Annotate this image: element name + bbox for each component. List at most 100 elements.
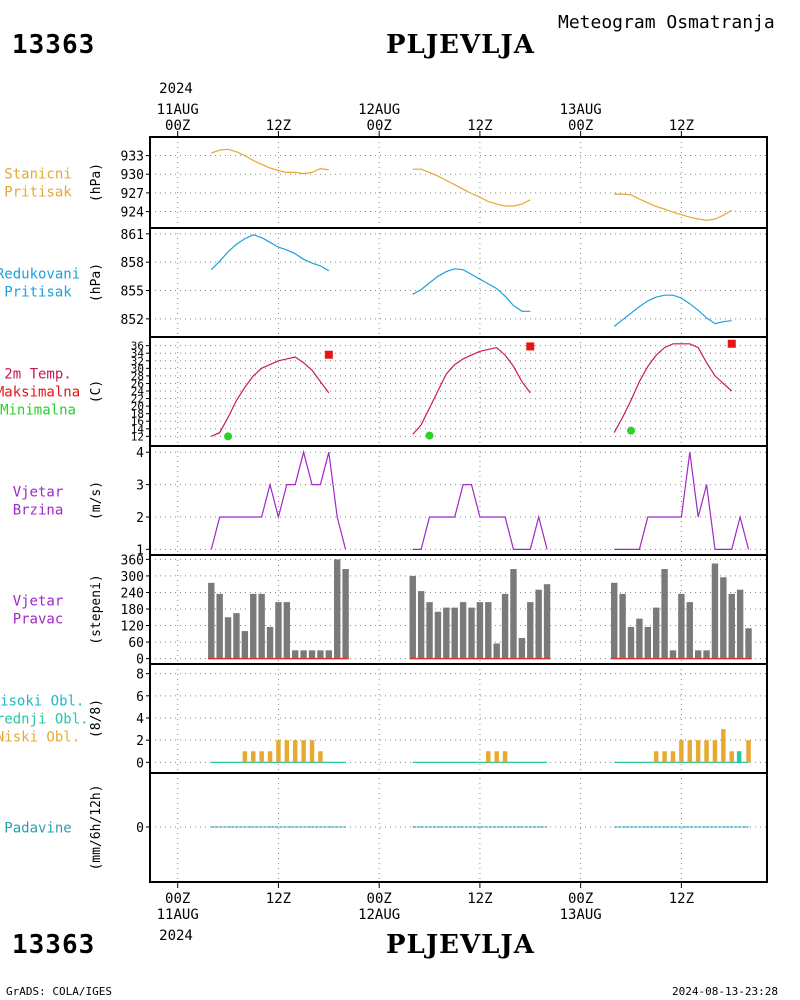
wind-direction-label: Pravac [13, 612, 64, 628]
time-label-top: 00Z [568, 118, 593, 134]
precipitation-label: Padavine [4, 821, 71, 837]
wind-speed-label: Brzina [13, 503, 64, 519]
tmax-marker [727, 339, 736, 348]
station-pressure-ytick-label: 933 [121, 150, 144, 165]
time-label-top: 12AUG [358, 102, 400, 118]
wind-direction-bar [703, 650, 710, 659]
time-label-bottom: 00Z [165, 891, 190, 907]
time-label-bottom: 11AUG [157, 907, 199, 923]
wind-direction-bar [443, 607, 450, 659]
wind-direction-bar [493, 643, 500, 659]
wind-speed-series-line [614, 452, 750, 551]
wind-direction-bar [720, 577, 727, 659]
temperature-ytick-label: 36 [131, 340, 144, 353]
wind-direction-bar [300, 650, 307, 659]
wind-direction-bar [669, 650, 677, 659]
reduced-pressure-series-line [613, 294, 732, 327]
wind-direction-bar [451, 607, 458, 659]
panel-frame [149, 772, 768, 883]
cloud-cover-ytick-label: 6 [136, 690, 144, 705]
low-cloud-bar [494, 751, 499, 763]
station-id-bottom: 13363 [12, 930, 96, 960]
panel-frame [149, 136, 768, 229]
wind-direction-bar [275, 602, 282, 659]
time-label-bottom: 12Z [266, 891, 291, 907]
wind-direction-bar [258, 593, 265, 659]
temperature-ylabel: (C) [89, 380, 104, 403]
temperature-ytick-label: 28 [131, 370, 144, 383]
wind-direction-ytick-label: 0 [136, 653, 144, 668]
time-label-bottom: 12Z [467, 891, 492, 907]
wind-direction-bar [501, 593, 509, 659]
temperature-ytick-label: 16 [131, 415, 144, 428]
reduced-pressure-panel [146, 228, 767, 337]
cloud-cover-ylabel: (8/8) [89, 699, 104, 738]
wind-direction-label: Vjetar [13, 594, 64, 610]
station-pressure-ytick-label: 924 [121, 206, 145, 221]
wind-speed-ytick-label: 1 [136, 543, 144, 558]
temperature-ytick-label: 18 [131, 408, 144, 421]
low-cloud-bar [284, 740, 290, 763]
low-cloud-bar [259, 751, 264, 763]
temperature-ytick-label: 12 [131, 430, 144, 443]
panel-frame [149, 227, 768, 338]
low-cloud-bar [746, 740, 751, 763]
low-cloud-bar [502, 751, 508, 763]
reduced-pressure-series-line [412, 268, 531, 312]
wind-direction-bar [266, 626, 274, 659]
time-label-top: 00Z [367, 118, 392, 134]
station-pressure-ylabel: (hPa) [89, 163, 104, 202]
temperature-series-line [412, 346, 531, 435]
low-cloud-bar [679, 740, 684, 763]
wind-speed-ytick-label: 2 [136, 511, 144, 526]
tmax-marker [324, 350, 333, 359]
time-label-bottom: 00Z [367, 891, 392, 907]
wind-direction-bar [333, 559, 341, 659]
temperature-label: Minimalna [0, 403, 76, 419]
wind-direction-ytick-label: 60 [128, 636, 144, 651]
wind-direction-bar [661, 569, 668, 659]
low-cloud-bar [695, 740, 701, 763]
low-cloud-bar [729, 751, 734, 763]
temperature-ytick-label: 26 [131, 377, 144, 390]
wind-direction-bar [543, 584, 551, 659]
wind-direction-ytick-label: 180 [121, 603, 144, 618]
wind-direction-bar [476, 602, 484, 659]
time-label-top: 13AUG [560, 102, 602, 118]
wind-direction-bar [527, 602, 534, 659]
meteogram-kind: Meteogram Osmatranja [558, 12, 775, 33]
temperature-ytick-label: 14 [131, 423, 145, 436]
temperature-series-line [613, 343, 733, 433]
wind-speed-panel [146, 446, 767, 555]
temperature-series-line [211, 356, 330, 437]
low-cloud-bar [486, 751, 491, 763]
wind-direction-panel [146, 555, 767, 664]
bottom-year-label: 2024 [159, 928, 193, 944]
wind-direction-bar [283, 602, 291, 659]
precipitation-ytick-label: 0 [136, 821, 144, 836]
tmin-marker [627, 426, 636, 435]
low-cloud-bar [687, 740, 693, 763]
temperature-panel [146, 337, 767, 446]
mid-cloud-bar [736, 751, 742, 763]
wind-direction-bar [611, 582, 618, 659]
temperature-ytick-label: 30 [131, 362, 144, 375]
wind-direction-bar [208, 582, 215, 659]
low-cloud-bar [251, 751, 256, 763]
temperature-ytick-label: 32 [131, 355, 144, 368]
wind-direction-bar [308, 650, 316, 659]
low-cloud-bar [301, 740, 306, 763]
wind-direction-bar [644, 626, 651, 659]
wind-direction-bar [694, 650, 702, 659]
temperature-ytick-label: 24 [131, 385, 145, 398]
station-pressure-label: Pritisak [4, 185, 72, 201]
reduced-pressure-label: Redukovani [0, 267, 80, 283]
cloud-cover-ytick-label: 0 [136, 756, 144, 771]
temperature-ytick-label: 20 [131, 400, 144, 413]
wind-direction-bar [250, 593, 257, 659]
low-cloud-bar [318, 751, 323, 763]
cloud-cover-label: Visoki Obl. [0, 694, 84, 710]
cloud-cover-ytick-label: 2 [136, 734, 144, 749]
wind-direction-bar [510, 569, 517, 659]
time-label-top: 11AUG [157, 102, 199, 118]
